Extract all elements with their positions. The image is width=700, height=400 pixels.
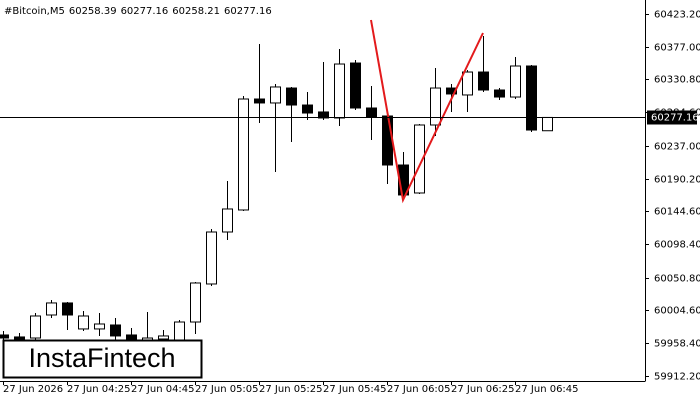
candle-body — [222, 208, 233, 233]
candle-body — [0, 334, 9, 339]
y-tick-label: 59912.20 — [654, 372, 700, 383]
x-tick-label: 27 Jun 06:05 — [387, 384, 451, 395]
candle-body — [62, 302, 73, 316]
y-tick-label: 60144.60 — [654, 207, 700, 218]
candle-body — [190, 282, 201, 323]
y-tick-label: 59958.40 — [654, 339, 700, 350]
ohlc-value: 60277.16 — [224, 6, 272, 17]
candle-body — [158, 335, 169, 340]
y-tick-label: 60190.20 — [654, 175, 700, 186]
candle-body — [286, 87, 297, 106]
x-tick-label: 27 Jun 05:45 — [323, 384, 387, 395]
ohlc-value: 60277.16 — [121, 6, 169, 17]
candle-body — [78, 315, 89, 330]
price-label-box — [647, 110, 697, 125]
x-tick-label: 27 Jun 04:45 — [131, 384, 195, 395]
candle-body — [270, 86, 281, 104]
chart-header: #Bitcoin,M5 60258.39 60277.16 60258.21 60277… — [4, 6, 272, 17]
candle-body — [46, 302, 57, 316]
candle-body — [94, 323, 105, 330]
y-tick-label: 60330.80 — [654, 75, 700, 86]
ohlc-value: 60258.39 — [69, 6, 117, 17]
plot-area — [0, 19, 645, 345]
candle-body — [446, 87, 457, 95]
candle-body — [334, 63, 345, 119]
x-tick-label: 27 Jun 2026 — [3, 384, 63, 395]
y-tick-label: 60237.00 — [654, 142, 700, 153]
y-tick-label: 60377.00 — [654, 43, 700, 54]
candle-body — [382, 115, 393, 166]
x-tick-label: 27 Jun 05:05 — [195, 384, 259, 395]
chart-title: #Bitcoin,M5 — [4, 6, 65, 17]
candle-body — [366, 107, 377, 118]
candle-body — [174, 321, 185, 341]
candle-body — [350, 62, 361, 109]
y-tick-label: 60050.80 — [654, 274, 700, 285]
x-tick-label: 27 Jun 06:25 — [451, 384, 515, 395]
ohlc-values: 60258.39 60277.16 60258.21 60277.16 — [69, 6, 272, 17]
y-tick-label: 60098.40 — [654, 240, 700, 251]
candle-body — [478, 71, 489, 91]
price-label: 60277.16 — [651, 113, 699, 124]
candle-body — [30, 315, 41, 339]
logo-text: InstaFintech — [28, 343, 175, 373]
candle-body — [254, 98, 265, 104]
pattern-line — [370, 19, 484, 204]
y-tick-label: 60004.60 — [654, 306, 700, 317]
candle-body — [430, 87, 441, 126]
x-tick-label: 27 Jun 06:45 — [515, 384, 579, 395]
y-tick-label: 60423.20 — [654, 10, 700, 21]
candle-body — [238, 98, 249, 211]
candle-body — [302, 104, 313, 114]
x-tick-label: 27 Jun 04:25 — [67, 384, 131, 395]
candle-body — [462, 71, 473, 96]
candle-body — [494, 89, 505, 98]
candle-body — [110, 324, 121, 337]
candle-body — [206, 231, 217, 285]
candle-body — [414, 124, 425, 194]
candle-body — [126, 334, 137, 341]
candle-body — [542, 116, 553, 132]
candle-body — [526, 65, 537, 131]
candle-body — [510, 65, 521, 98]
ohlc-value: 60258.21 — [172, 6, 220, 17]
x-tick-label: 27 Jun 05:25 — [259, 384, 323, 395]
logo-box — [2, 339, 203, 379]
